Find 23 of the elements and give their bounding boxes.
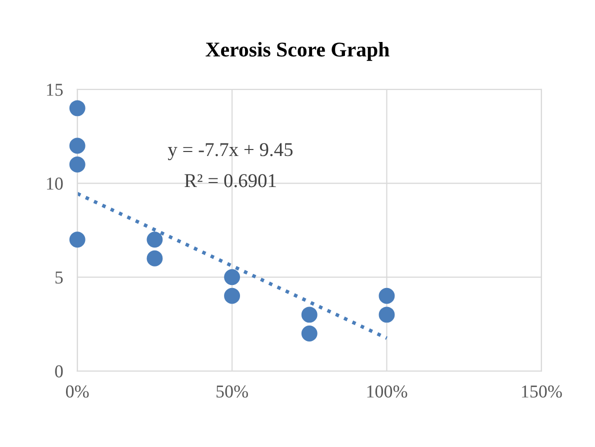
point <box>378 306 395 323</box>
point <box>224 288 240 304</box>
y-tick-label: 0 <box>55 365 63 378</box>
x-tick-label: 50% <box>216 385 248 398</box>
point <box>224 269 240 286</box>
y-tick-label: 5 <box>55 272 63 284</box>
point <box>301 306 318 323</box>
y-tick-label: 15 <box>46 84 63 96</box>
y-tick-label: 10 <box>46 178 63 190</box>
x-tick-label: 0% <box>66 385 89 398</box>
annotation: R² = 0.6901 <box>184 174 276 188</box>
point <box>146 250 163 266</box>
chart-title: Xerosis Score Graph <box>206 42 390 61</box>
point <box>69 138 86 154</box>
point <box>69 156 86 172</box>
point <box>146 232 163 248</box>
x-tick-label: 150% <box>522 385 562 398</box>
point <box>69 100 86 116</box>
point <box>378 288 395 304</box>
x-tick-label: 100% <box>367 385 408 398</box>
point <box>301 325 318 342</box>
point <box>69 232 86 248</box>
annotation: y = -7.7x + 9.45 <box>168 143 293 160</box>
